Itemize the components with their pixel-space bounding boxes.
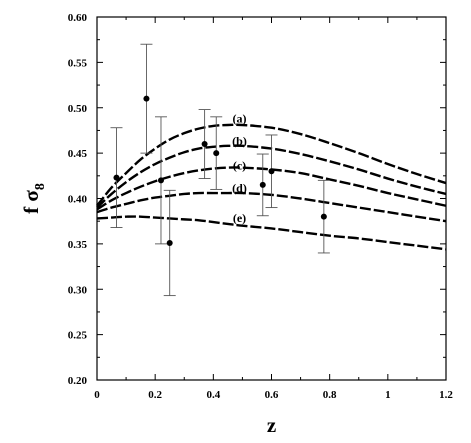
- data-marker: [201, 141, 208, 148]
- data-point: [163, 189, 176, 297]
- data-point: [265, 134, 278, 209]
- curve-label: (d): [232, 181, 247, 195]
- y-tick-label: 0.50: [68, 103, 88, 115]
- x-tick-label: 1.2: [439, 389, 453, 401]
- data-point: [110, 127, 123, 228]
- y-axis-label: f σ8: [19, 183, 48, 214]
- data-point: [140, 43, 153, 154]
- y-tick-label: 0.55: [68, 57, 88, 69]
- x-tick-label: 0: [94, 389, 100, 401]
- curve-3: [96, 166, 447, 211]
- data-marker: [268, 168, 275, 175]
- x-tick-label: 0.4: [206, 389, 220, 401]
- x-tick-label: 0.2: [148, 389, 162, 401]
- y-tick-label: 0.60: [68, 12, 88, 24]
- curve-label: (e): [233, 211, 246, 225]
- y-tick-label: 0.35: [68, 239, 88, 251]
- y-axis-label-main: f σ: [19, 190, 43, 214]
- curve-label: (a): [233, 111, 247, 125]
- y-tick-label: 0.20: [68, 375, 88, 387]
- curve-1: [96, 123, 447, 207]
- data-marker: [259, 181, 266, 188]
- y-tick-label: 0.40: [68, 194, 88, 206]
- x-tick-label: 1: [385, 389, 391, 401]
- data-points-group: [110, 43, 330, 297]
- curve-4: [96, 191, 447, 223]
- x-tick-label: 0.6: [265, 389, 279, 401]
- curve-labels-group: (a) (b) (c) (d) (e): [232, 111, 247, 225]
- data-point: [154, 116, 167, 245]
- data-marker: [113, 174, 120, 181]
- data-marker: [166, 239, 173, 246]
- data-marker: [213, 150, 220, 157]
- data-marker: [320, 213, 327, 220]
- x-axis-label: z: [267, 413, 276, 437]
- data-point: [256, 153, 269, 217]
- curve-2: [96, 144, 447, 209]
- data-point: [317, 179, 330, 254]
- y-tick-label: 0.30: [68, 284, 88, 296]
- data-marker: [157, 177, 164, 184]
- data-marker: [143, 95, 150, 102]
- curve-label: (c): [233, 158, 246, 172]
- x-tick-label: 0.8: [323, 389, 337, 401]
- curve-label: (b): [232, 134, 247, 148]
- y-axis-ticks: 0.20 0.25 0.30 0.35 0.40 0.45 0.50 0.55 0.60: [68, 12, 446, 387]
- y-tick-label: 0.45: [68, 148, 88, 160]
- curves-group: [96, 123, 447, 251]
- y-tick-label: 0.25: [68, 330, 88, 342]
- data-point: [198, 109, 211, 179]
- x-axis-ticks: 0 0.2 0.4 0.6 0.8 1 1.2: [94, 17, 453, 401]
- y-axis-label-subscript: 8: [33, 183, 48, 190]
- data-point: [210, 116, 223, 190]
- curve-5: [96, 215, 447, 251]
